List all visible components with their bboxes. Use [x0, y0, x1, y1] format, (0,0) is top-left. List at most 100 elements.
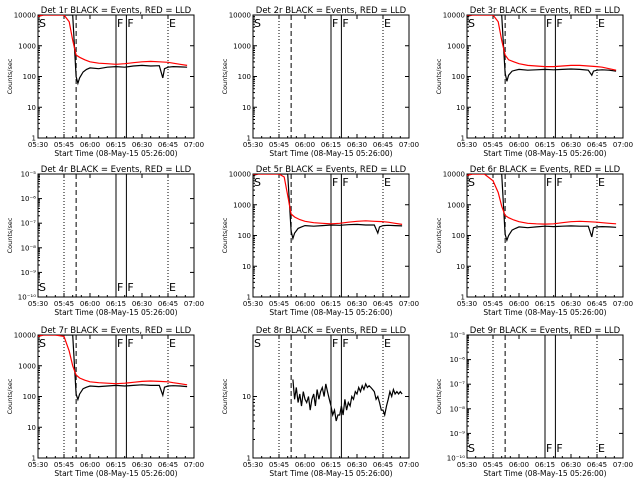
detector-panel-2: Det 2r BLACK = Events, RED = LLD 05:30 05:…	[221, 6, 419, 158]
y-tick-label: 10000	[14, 332, 36, 340]
y-tick-label: 10⁻⁸	[450, 405, 466, 413]
x-tick-label: 05:30	[457, 141, 477, 149]
y-axis-label: Counts/sec	[435, 378, 443, 414]
event-marker-label: S	[468, 442, 475, 455]
event-marker-label: S	[254, 337, 261, 350]
event-marker-label: S	[468, 17, 475, 30]
x-tick-label: 05:30	[28, 141, 48, 149]
lld-series-line	[467, 174, 617, 225]
panel-title: Det 7r BLACK = Events, RED = LLD	[41, 326, 192, 336]
y-tick-label: 10⁻⁵	[21, 171, 37, 179]
detector-panel-9: Det 9r BLACK = Events, RED = LLD 05:30 05:…	[435, 326, 633, 478]
y-tick-label: 10⁻⁹	[450, 430, 466, 438]
event-marker-label: F	[117, 281, 123, 294]
y-tick-label: 1	[461, 135, 465, 143]
x-axis-label: Start Time (08-May-15 05:26:00)	[483, 149, 606, 158]
panel-title: Det 5r BLACK = Events, RED = LLD	[256, 165, 407, 175]
x-axis-label: Start Time (08-May-15 05:26:00)	[483, 308, 606, 317]
x-tick-label: 06:30	[132, 141, 152, 149]
y-tick-label: 1000	[447, 42, 465, 50]
x-axis-label: Start Time (08-May-15 05:26:00)	[54, 308, 177, 317]
event-marker-label: F	[342, 337, 348, 350]
y-axis-label: Counts/sec	[221, 378, 229, 414]
event-marker-label: E	[169, 17, 176, 30]
x-tick-label: 05:30	[457, 300, 477, 308]
x-tick-label: 06:30	[561, 141, 581, 149]
event-marker-label: E	[384, 337, 391, 350]
x-axis-label: Start Time (08-May-15 05:26:00)	[269, 469, 392, 478]
x-tick-label: 06:15	[535, 461, 555, 469]
panel-title: Det 1r BLACK = Events, RED = LLD	[41, 6, 192, 16]
y-tick-label: 10000	[14, 12, 36, 20]
x-axis-label: Start Time (08-May-15 05:26:00)	[483, 469, 606, 478]
x-tick-label: 06:30	[561, 300, 581, 308]
x-tick-label: 06:45	[587, 461, 607, 469]
events-series-line	[467, 174, 617, 243]
x-tick-label: 06:15	[321, 141, 341, 149]
x-tick-label: 06:30	[347, 300, 367, 308]
panel-title: Det 3r BLACK = Events, RED = LLD	[470, 6, 621, 16]
y-tick-label: 100	[452, 232, 465, 240]
x-tick-label: 05:45	[269, 300, 289, 308]
x-tick-label: 05:30	[28, 300, 48, 308]
event-marker-label: F	[127, 17, 133, 30]
y-axis-label: Counts/sec	[6, 58, 14, 94]
event-marker-label: F	[556, 442, 562, 455]
y-tick-label: 10000	[229, 12, 251, 20]
lld-series-line	[253, 174, 403, 225]
detector-panel-6: Det 6r BLACK = Events, RED = LLD 05:30 05:…	[435, 165, 633, 317]
x-tick-label: 05:30	[243, 300, 263, 308]
x-axis-label: Start Time (08-May-15 05:26:00)	[269, 308, 392, 317]
y-tick-label: 100	[238, 232, 251, 240]
event-marker-label: E	[169, 337, 176, 350]
y-tick-label: 10	[27, 424, 36, 432]
x-tick-label: 06:00	[509, 461, 529, 469]
y-tick-label: 1	[32, 455, 36, 463]
event-marker-label: F	[332, 176, 338, 189]
x-tick-label: 05:45	[483, 141, 503, 149]
y-tick-label: 10⁻⁵	[450, 332, 466, 340]
y-axis-label: Counts/sec	[435, 58, 443, 94]
event-marker-label: E	[598, 17, 605, 30]
y-tick-label: 1	[461, 294, 465, 302]
x-tick-label: 06:00	[80, 461, 100, 469]
events-series-line	[292, 379, 403, 422]
x-tick-label: 06:30	[132, 300, 152, 308]
x-tick-label: 07:00	[613, 461, 633, 469]
x-tick-label: 06:15	[106, 300, 126, 308]
detector-panel-1: Det 1r BLACK = Events, RED = LLD 05:30 05:…	[6, 6, 204, 158]
event-marker-label: S	[254, 17, 261, 30]
panel-title: Det 2r BLACK = Events, RED = LLD	[256, 6, 407, 16]
x-tick-label: 07:00	[399, 300, 419, 308]
x-axis-label: Start Time (08-May-15 05:26:00)	[54, 149, 177, 158]
y-tick-label: 10⁻⁷	[450, 381, 466, 389]
detector-panel-4: Det 4r BLACK = Events, RED = LLD 05:30 05:…	[6, 165, 204, 317]
x-tick-label: 06:45	[587, 300, 607, 308]
event-marker-label: F	[342, 17, 348, 30]
x-tick-label: 05:30	[243, 461, 263, 469]
y-tick-label: 1000	[18, 42, 36, 50]
panel-title: Det 6r BLACK = Events, RED = LLD	[470, 165, 621, 175]
event-marker-label: E	[384, 17, 391, 30]
x-tick-label: 05:30	[457, 461, 477, 469]
y-tick-label: 10⁻¹⁰	[447, 455, 465, 463]
event-marker-label: S	[468, 176, 475, 189]
panel-title: Det 4r BLACK = Events, RED = LLD	[41, 165, 192, 175]
x-tick-label: 06:15	[106, 141, 126, 149]
y-tick-label: 1000	[233, 201, 251, 209]
y-axis-label: Counts/sec	[435, 217, 443, 253]
event-marker-label: E	[169, 281, 176, 294]
x-tick-label: 06:15	[535, 300, 555, 308]
event-marker-label: F	[546, 442, 552, 455]
y-tick-label: 10⁻⁹	[21, 269, 37, 277]
x-tick-label: 05:45	[54, 141, 74, 149]
y-tick-label: 10⁻⁶	[450, 356, 466, 364]
event-marker-label: F	[117, 17, 123, 30]
y-tick-label: 1000	[233, 42, 251, 50]
x-tick-label: 05:45	[54, 300, 74, 308]
x-tick-label: 07:00	[613, 141, 633, 149]
x-tick-label: 05:45	[483, 300, 503, 308]
y-tick-label: 1	[32, 135, 36, 143]
y-tick-label: 10⁻⁸	[21, 244, 37, 252]
